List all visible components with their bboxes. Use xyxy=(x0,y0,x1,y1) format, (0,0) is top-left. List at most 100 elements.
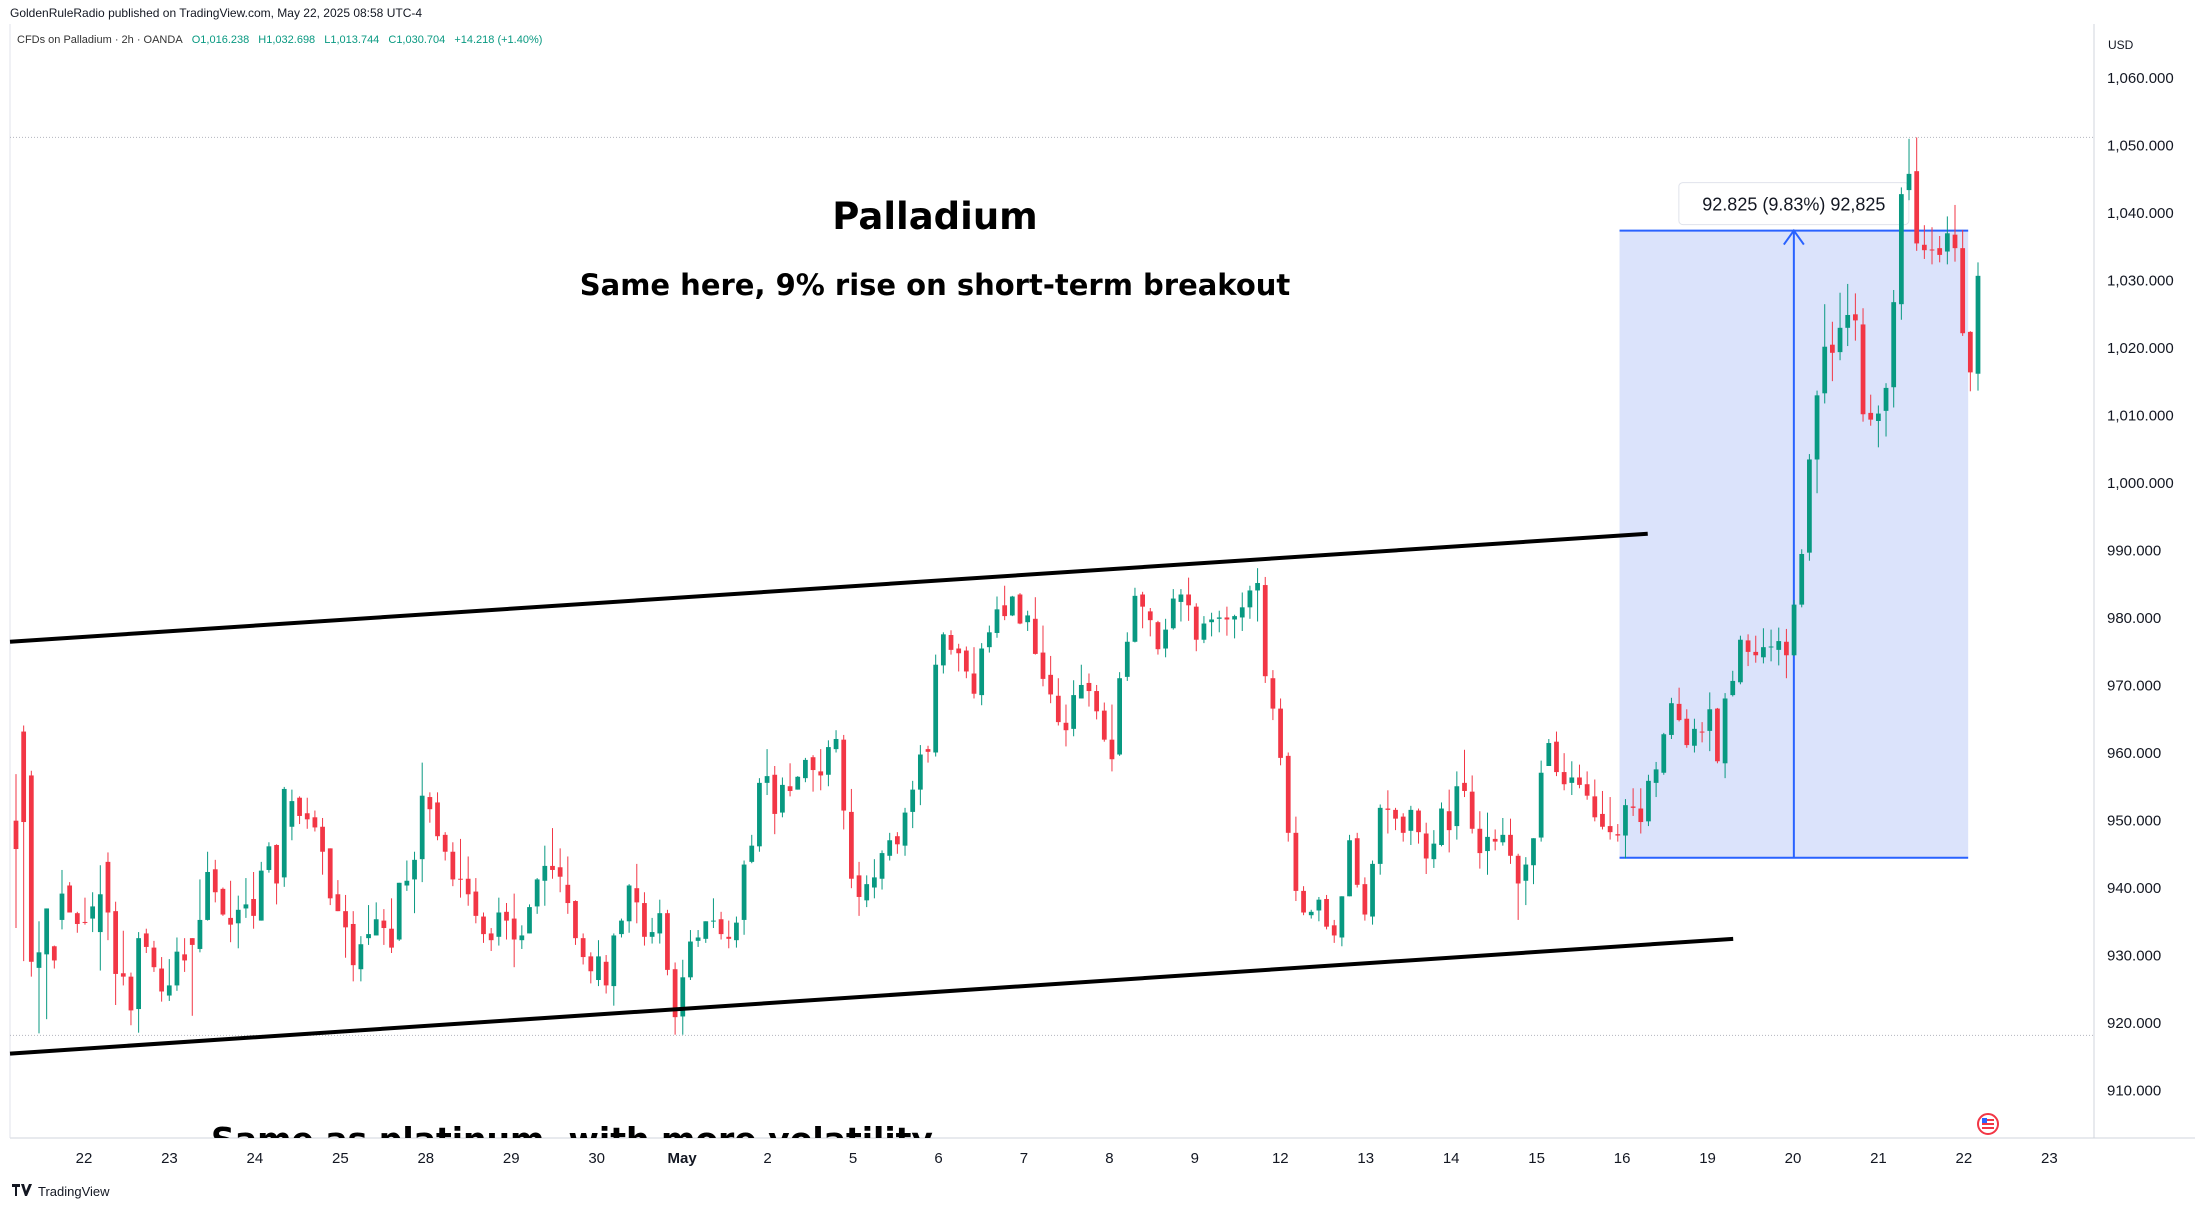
candle-body xyxy=(1163,629,1168,649)
candle xyxy=(289,789,295,841)
candle xyxy=(1439,802,1444,847)
candle-body xyxy=(1347,840,1352,897)
candle xyxy=(343,894,348,958)
candle-body xyxy=(1301,890,1306,913)
candle xyxy=(458,838,463,898)
candle xyxy=(849,788,854,889)
candle xyxy=(726,920,732,949)
candle-body xyxy=(1109,739,1115,760)
candle xyxy=(1883,383,1889,437)
candle-body xyxy=(772,774,778,814)
candle-body xyxy=(1669,703,1674,735)
candle-body xyxy=(1477,828,1483,854)
candle-body xyxy=(1784,641,1789,656)
x-tick-label: 5 xyxy=(849,1150,857,1167)
candle-body xyxy=(1561,772,1567,785)
measure-label-box xyxy=(1678,182,1910,226)
candle-body xyxy=(573,901,578,939)
candle xyxy=(795,776,801,790)
candle xyxy=(734,916,739,948)
x-tick-label: 15 xyxy=(1528,1150,1545,1167)
candle-body xyxy=(113,911,119,974)
candle-body xyxy=(1753,651,1759,656)
candle-body xyxy=(550,865,555,870)
candle xyxy=(1822,304,1828,404)
candle xyxy=(143,928,149,954)
candle-body xyxy=(626,885,632,922)
candle xyxy=(1270,670,1276,721)
candle xyxy=(963,646,969,679)
candle xyxy=(1837,292,1843,361)
candle xyxy=(542,845,548,906)
tradingview-logo-icon xyxy=(12,1183,32,1199)
candle xyxy=(803,757,808,783)
candle xyxy=(74,911,80,933)
x-tick-label: 6 xyxy=(934,1150,942,1167)
candle-body xyxy=(986,632,992,648)
candle xyxy=(1515,853,1521,920)
candle xyxy=(887,832,893,861)
candle-body xyxy=(1508,834,1513,856)
candle-body xyxy=(1929,249,1935,251)
candle xyxy=(1431,830,1437,868)
candle-body xyxy=(1423,833,1429,859)
candle-body xyxy=(910,789,916,812)
candle-body xyxy=(220,888,226,915)
candle-body xyxy=(1186,594,1191,606)
ohlc-change: +14.218 (+1.40%) xyxy=(454,34,543,46)
flag-stripe xyxy=(1982,1123,1994,1125)
candle-body xyxy=(979,648,985,696)
candle-body xyxy=(1224,617,1230,620)
candle-body xyxy=(1715,708,1720,762)
flag-canton xyxy=(1982,1118,1987,1123)
candle-body xyxy=(36,952,42,968)
candle xyxy=(1377,804,1383,875)
candle xyxy=(1224,606,1230,636)
candle-body xyxy=(1661,734,1667,773)
channel-upper-line xyxy=(9,531,1648,644)
candle-body xyxy=(864,884,870,901)
y-tick-label: 970.000 xyxy=(2107,678,2161,695)
candle-body xyxy=(235,909,241,924)
candle xyxy=(51,945,57,969)
candle xyxy=(1830,321,1835,382)
candle xyxy=(1944,216,1950,265)
candle-body xyxy=(44,908,50,955)
candle-body xyxy=(1623,805,1628,836)
candle xyxy=(1722,693,1728,779)
candle-body xyxy=(289,801,295,827)
candle xyxy=(1891,290,1897,408)
candle-body xyxy=(1615,834,1621,836)
candle xyxy=(619,918,624,938)
candle-body xyxy=(396,882,402,940)
candle xyxy=(917,745,923,806)
candle-body xyxy=(611,935,617,987)
candle xyxy=(1715,707,1720,764)
candle xyxy=(1209,612,1214,637)
candle-body xyxy=(956,648,962,654)
candle xyxy=(1278,698,1283,766)
candle xyxy=(580,933,586,965)
candle-body xyxy=(189,938,195,945)
candle xyxy=(1462,749,1467,798)
candle xyxy=(749,834,755,864)
candle xyxy=(1898,187,1904,320)
candle xyxy=(910,780,916,829)
candle xyxy=(36,921,42,1034)
candle xyxy=(1845,283,1851,347)
x-tick-label: 13 xyxy=(1357,1150,1374,1167)
candle-body xyxy=(1692,728,1697,746)
candle xyxy=(1508,818,1513,864)
candle xyxy=(1638,788,1644,834)
candle-body xyxy=(1638,808,1644,823)
candle-body xyxy=(1967,331,1973,373)
candle-body xyxy=(205,871,210,920)
candle xyxy=(741,860,747,935)
candle-body xyxy=(1485,836,1490,852)
candle xyxy=(925,745,931,763)
x-tick-label: 8 xyxy=(1105,1150,1113,1167)
candle xyxy=(481,912,486,943)
candle-body xyxy=(1078,684,1084,699)
ohlc-low: L1,013.744 xyxy=(324,34,380,46)
